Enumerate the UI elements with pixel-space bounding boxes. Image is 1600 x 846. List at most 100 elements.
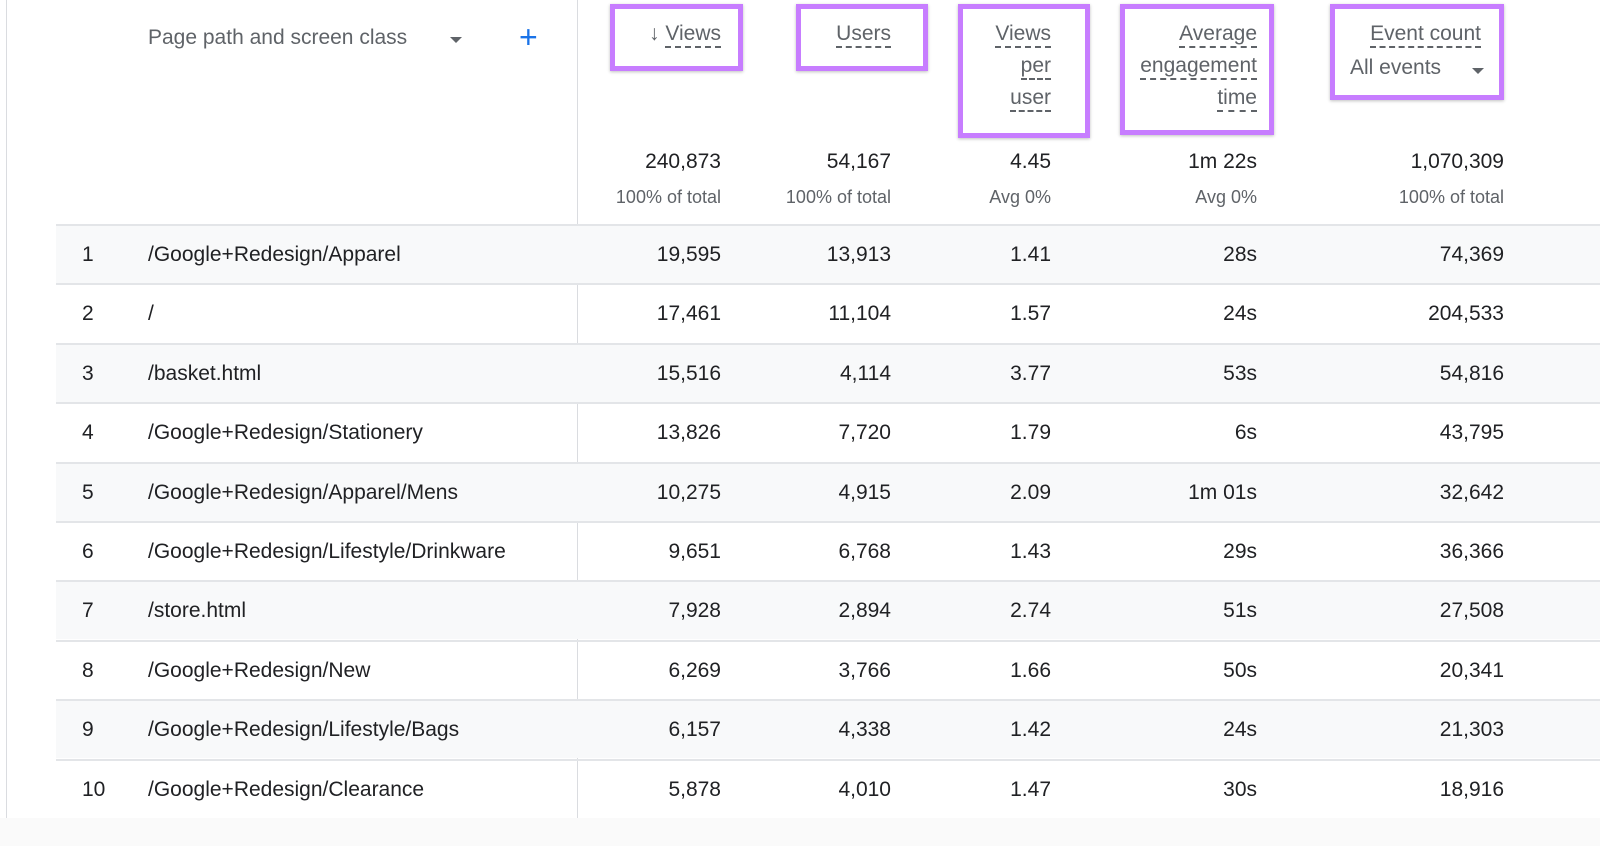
- header-event-count[interactable]: Event count: [1340, 18, 1481, 50]
- event-count-value: 36,366: [1439, 540, 1504, 563]
- event-count-value: 74,369: [1439, 243, 1504, 266]
- users-value: 7,720: [838, 421, 891, 445]
- users-value: 2,894: [838, 599, 891, 623]
- event-selector[interactable]: All events: [1350, 56, 1442, 79]
- total-users: 54,167: [826, 150, 891, 173]
- row-number: 7: [82, 599, 94, 623]
- total-vpu-sub: Avg 0%: [989, 187, 1051, 207]
- event-count-value: 18,916: [1439, 777, 1504, 801]
- table-row[interactable]: 5/Google+Redesign/Apparel/Mens 10,275 4,91…: [56, 461, 1600, 521]
- event-count-value: 21,303: [1439, 718, 1504, 742]
- page-path[interactable]: /Google+Redesign/Apparel/Mens: [148, 480, 458, 504]
- engagement-time-value: 24s: [1223, 718, 1257, 742]
- page-path[interactable]: /Google+Redesign/Apparel: [148, 243, 401, 266]
- caret-down-icon[interactable]: [450, 37, 462, 43]
- event-selector-caret-icon[interactable]: [1472, 68, 1484, 74]
- row-number: 4: [82, 421, 94, 445]
- event-count-value: 27,508: [1439, 599, 1504, 623]
- users-value: 4,010: [838, 777, 891, 801]
- views-value: 6,157: [668, 718, 721, 742]
- row-number: 3: [82, 361, 94, 385]
- page-path[interactable]: /basket.html: [148, 361, 262, 385]
- header-highlight-views-per-user: [958, 4, 1090, 138]
- users-value: 3,766: [838, 658, 891, 682]
- views-per-user-value: 2.09: [1010, 480, 1051, 504]
- left-border: [6, 0, 7, 846]
- row-number: 9: [82, 718, 94, 742]
- header-users[interactable]: Users: [800, 18, 891, 50]
- views-value: 5,878: [668, 777, 721, 801]
- event-count-value: 43,795: [1439, 421, 1504, 445]
- engagement-time-value: 24s: [1223, 302, 1257, 326]
- total-users-sub: 100% of total: [785, 187, 891, 207]
- table-row[interactable]: 2 / 17,461 11,104 1.57 24s 204,533: [56, 283, 1600, 342]
- users-value: 6,768: [838, 540, 891, 563]
- total-views: 240,873: [645, 150, 721, 173]
- event-count-value: 54,816: [1439, 361, 1504, 385]
- header-highlight-event-count: [1330, 4, 1504, 100]
- total-events-sub: 100% of total: [1398, 187, 1504, 207]
- views-per-user-value: 1.43: [1010, 540, 1051, 563]
- users-value: 4,915: [838, 480, 891, 504]
- views-per-user-value: 1.66: [1010, 658, 1051, 682]
- table-row[interactable]: 6/Google+Redesign/Lifestyle/Drinkware 9,6…: [56, 521, 1600, 580]
- event-count-value: 32,642: [1439, 480, 1504, 504]
- header-views[interactable]: ↓ Views: [620, 18, 721, 50]
- header-highlight-avg-engagement: [1120, 4, 1274, 135]
- views-value: 10,275: [656, 480, 721, 504]
- total-engagement-sub: Avg 0%: [1195, 187, 1257, 207]
- views-per-user-value: 1.42: [1010, 718, 1051, 742]
- engagement-time-value: 6s: [1234, 421, 1257, 445]
- table-row[interactable]: 10/Google+Redesign/Clearance 5,878 4,010 1.…: [56, 758, 1600, 818]
- row-number: 1: [82, 243, 94, 266]
- total-events: 1,070,309: [1410, 150, 1504, 173]
- users-value: 4,338: [838, 718, 891, 742]
- page-path[interactable]: /Google+Redesign/New: [148, 658, 371, 682]
- total-engagement: 1m 22s: [1188, 150, 1257, 173]
- plus-icon[interactable]: +: [519, 19, 538, 55]
- row-number: 8: [82, 658, 94, 682]
- views-value: 9,651: [668, 540, 721, 563]
- engagement-time-value: 53s: [1223, 361, 1257, 385]
- table-row[interactable]: 8/Google+Redesign/New 6,269 3,766 1.66 50s 20…: [56, 639, 1600, 699]
- column-divider: [577, 0, 578, 818]
- total-vpu: 4.45: [1010, 150, 1051, 173]
- page-path[interactable]: /Google+Redesign/Stationery: [148, 421, 423, 445]
- page-path[interactable]: /Google+Redesign/Lifestyle/Bags: [148, 718, 460, 742]
- arrow-down-icon: ↓: [649, 22, 660, 45]
- table-row[interactable]: 3/basket.html 15,516 4,114 3.77 53s 54,816: [56, 342, 1600, 402]
- engagement-time-value: 50s: [1223, 658, 1257, 682]
- header-views-per-user[interactable]: Views per user: [960, 18, 1051, 114]
- table-row[interactable]: 9/Google+Redesign/Lifestyle/Bags 6,157 4,3…: [56, 699, 1600, 759]
- table-row[interactable]: 7/store.html 7,928 2,894 2.74 51s 27,508: [56, 580, 1600, 640]
- page-path[interactable]: /: [148, 302, 154, 326]
- views-per-user-value: 1.41: [1010, 243, 1051, 266]
- views-per-user-value: 2.74: [1010, 599, 1051, 623]
- row-number: 10: [82, 777, 106, 801]
- header-avg-engagement-time[interactable]: Average engagement time: [1125, 18, 1257, 114]
- views-per-user-value: 1.47: [1010, 777, 1051, 801]
- page-path[interactable]: /Google+Redesign/Clearance: [148, 777, 425, 801]
- engagement-time-value: 1m 01s: [1188, 480, 1257, 504]
- engagement-time-value: 30s: [1223, 777, 1257, 801]
- row-number: 6: [82, 540, 94, 563]
- page-path[interactable]: /store.html: [148, 599, 247, 623]
- views-value: 7,928: [668, 599, 721, 623]
- engagement-time-value: 28s: [1223, 243, 1257, 266]
- table-row[interactable]: 4/Google+Redesign/Stationery 13,826 7,720 1…: [56, 402, 1600, 461]
- users-value: 11,104: [828, 302, 891, 326]
- engagement-time-value: 29s: [1223, 540, 1257, 563]
- views-per-user-value: 1.79: [1010, 421, 1051, 445]
- table-footer-area: [0, 818, 1600, 846]
- views-value: 15,516: [656, 361, 721, 385]
- page-path[interactable]: /Google+Redesign/Lifestyle/Drinkware: [148, 540, 506, 563]
- total-views-sub: 100% of total: [615, 187, 721, 207]
- users-value: 4,114: [840, 361, 891, 385]
- views-value: 19,595: [656, 243, 721, 266]
- users-value: 13,913: [826, 243, 891, 266]
- dimension-header[interactable]: Page path and screen class: [148, 26, 408, 49]
- table-row[interactable]: 1/Google+Redesign/Apparel 19,595 13,913 1.4…: [56, 224, 1600, 283]
- views-value: 6,269: [668, 658, 721, 682]
- views-value: 13,826: [656, 421, 721, 445]
- event-count-value: 20,341: [1439, 658, 1504, 682]
